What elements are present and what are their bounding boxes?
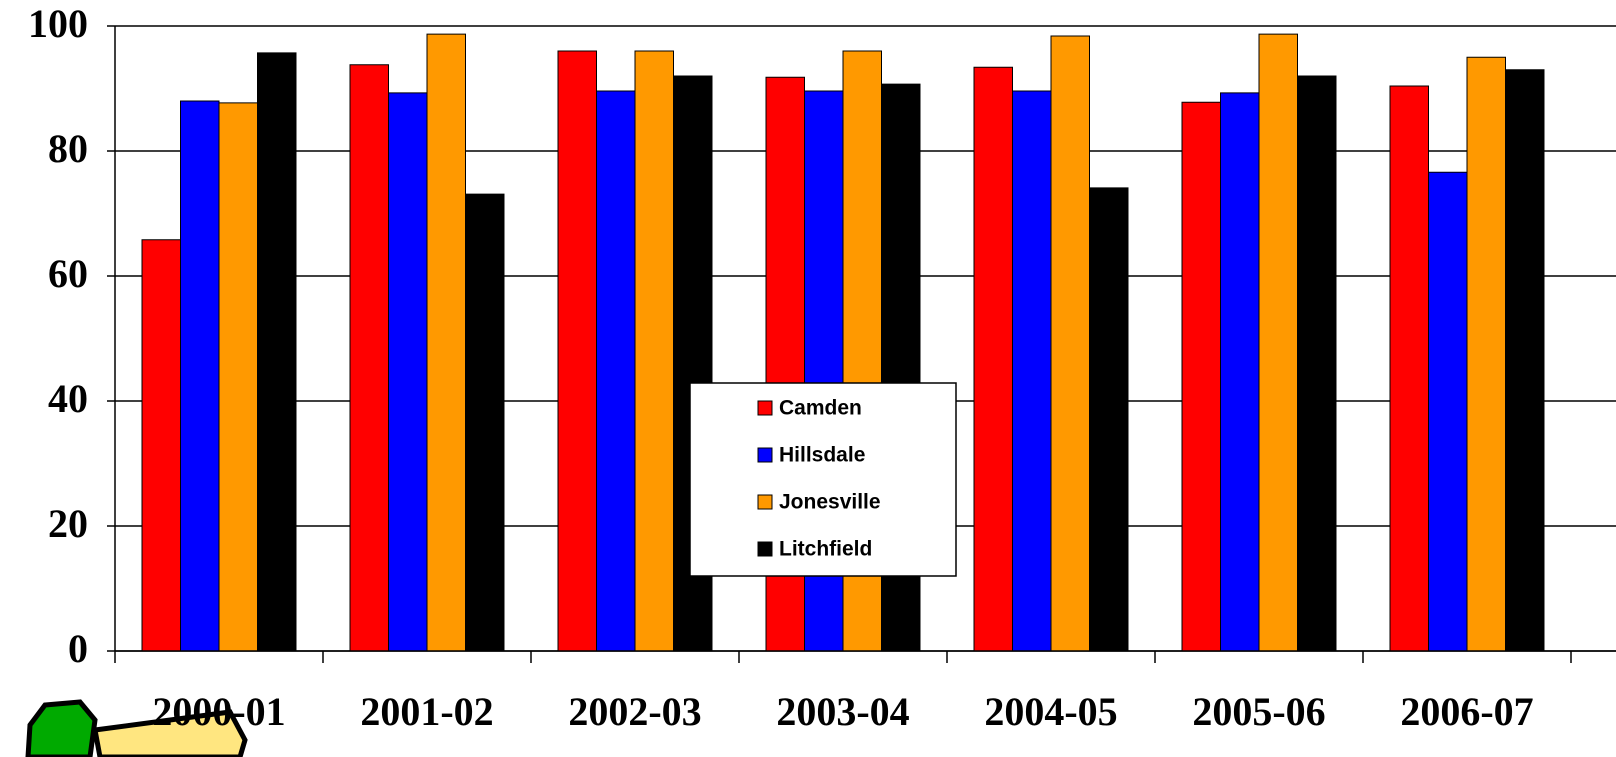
clip-art-icon xyxy=(25,699,248,757)
bar xyxy=(465,193,505,652)
bar xyxy=(596,90,636,652)
bar xyxy=(1220,92,1260,652)
x-tick-label: 2005-06 xyxy=(1192,689,1325,734)
bar xyxy=(141,239,181,652)
legend-label: Hillsdale xyxy=(779,444,865,467)
bar xyxy=(1505,69,1545,652)
bar xyxy=(1466,56,1506,652)
bar xyxy=(1012,90,1052,652)
legend-swatch xyxy=(757,494,773,510)
bar xyxy=(180,100,220,652)
y-tick-label: 80 xyxy=(48,126,88,171)
bar xyxy=(388,92,428,652)
bar xyxy=(634,50,674,652)
bar xyxy=(1389,85,1429,652)
legend-label: Jonesville xyxy=(779,491,881,514)
x-tick-label: 2001-02 xyxy=(360,689,493,734)
y-tick-label: 0 xyxy=(68,626,88,671)
bar xyxy=(349,64,389,652)
y-tick-label: 60 xyxy=(48,251,88,296)
x-tick-label: 2006-07 xyxy=(1400,689,1533,734)
bar xyxy=(218,102,258,652)
bar xyxy=(1089,187,1129,652)
bar xyxy=(1050,35,1090,652)
legend-box xyxy=(689,382,957,577)
x-tick-label: 2004-05 xyxy=(984,689,1117,734)
legend-label: Litchfield xyxy=(779,538,872,561)
legend-swatch xyxy=(757,541,773,557)
legend-swatch xyxy=(757,447,773,463)
y-tick-label: 40 xyxy=(48,376,88,421)
x-tick-label: 2000-01 xyxy=(152,689,285,734)
x-tick-label: 2003-04 xyxy=(776,689,909,734)
bar xyxy=(1181,101,1221,652)
bar xyxy=(973,66,1013,652)
legend-label: Camden xyxy=(779,397,862,420)
bar xyxy=(1258,33,1298,652)
y-tick-label: 100 xyxy=(28,1,88,46)
bar xyxy=(426,33,466,652)
bar xyxy=(557,50,597,652)
bar xyxy=(257,52,297,652)
bar xyxy=(1297,75,1337,652)
legend-swatch xyxy=(757,400,773,416)
y-tick-label: 20 xyxy=(48,501,88,546)
x-tick-label: 2002-03 xyxy=(568,689,701,734)
bar xyxy=(1428,171,1468,652)
